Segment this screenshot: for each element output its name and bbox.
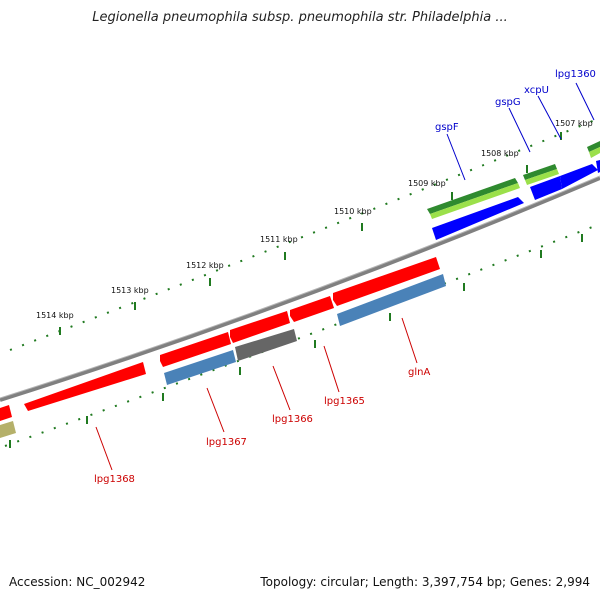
gene-feature[interactable] — [235, 329, 297, 361]
tick-label: 1511 kbp — [260, 235, 298, 244]
gene-labels: lpg1360 xcpU gspG gspF glnA lpg1365 lpg1… — [94, 69, 596, 485]
gene-feature[interactable] — [24, 362, 146, 411]
gene-feature[interactable] — [432, 197, 524, 240]
tick-label: 1512 kbp — [186, 261, 224, 270]
gene-feature[interactable] — [0, 421, 16, 438]
backbone — [0, 176, 600, 402]
gene-feature[interactable] — [587, 141, 600, 152]
accession-label: Accession: NC_002942 — [9, 575, 146, 589]
gene-label-lpg1368[interactable]: lpg1368 — [94, 474, 135, 485]
gene-feature[interactable] — [525, 169, 559, 185]
gene-feature[interactable] — [290, 296, 334, 322]
gene-feature[interactable] — [160, 332, 231, 367]
tick-label: 1507 kbp — [555, 119, 593, 128]
tick-label: 1510 kbp — [334, 207, 372, 216]
genome-summary: Topology: circular; Length: 3,397,754 bp… — [260, 575, 590, 589]
forward-features — [427, 141, 600, 240]
gene-feature[interactable] — [337, 274, 446, 326]
gene-feature[interactable] — [427, 178, 518, 214]
gene-label-xcpU[interactable]: xcpU — [524, 85, 549, 96]
gene-feature[interactable] — [560, 164, 598, 189]
gene-label-glnA[interactable]: glnA — [408, 367, 430, 378]
gene-feature[interactable] — [333, 257, 440, 306]
tick-label: 1509 kbp — [408, 179, 446, 188]
tick-label: 1514 kbp — [36, 311, 74, 320]
gene-feature[interactable] — [596, 160, 600, 173]
gene-label-gspG[interactable]: gspG — [495, 97, 521, 108]
ruler-outer — [9, 117, 600, 351]
scale-ticks: 1507 kbp 1508 kbp 1509 kbp 1510 kbp 1511… — [9, 119, 593, 448]
gene-feature[interactable] — [230, 311, 290, 343]
gene-label-lpg1360[interactable]: lpg1360 — [555, 69, 596, 80]
gene-feature[interactable] — [523, 164, 557, 180]
ruler-inner — [4, 223, 600, 447]
gene-label-lpg1367[interactable]: lpg1367 — [206, 437, 247, 448]
gene-label-gspF[interactable]: gspF — [435, 122, 459, 133]
gene-feature[interactable] — [430, 183, 520, 219]
gene-feature[interactable] — [589, 147, 600, 158]
gene-feature[interactable] — [0, 405, 12, 421]
map-title: Legionella pneumophila subsp. pneumophil… — [92, 10, 508, 25]
gene-label-lpg1365[interactable]: lpg1365 — [324, 396, 365, 407]
tick-label: 1508 kbp — [481, 149, 519, 158]
gene-feature[interactable] — [530, 176, 562, 200]
tick-label: 1513 kbp — [111, 286, 149, 295]
gene-feature[interactable] — [164, 350, 236, 385]
leader-lines — [95, 82, 595, 471]
reverse-features — [0, 257, 446, 438]
gene-label-lpg1366[interactable]: lpg1366 — [272, 414, 313, 425]
